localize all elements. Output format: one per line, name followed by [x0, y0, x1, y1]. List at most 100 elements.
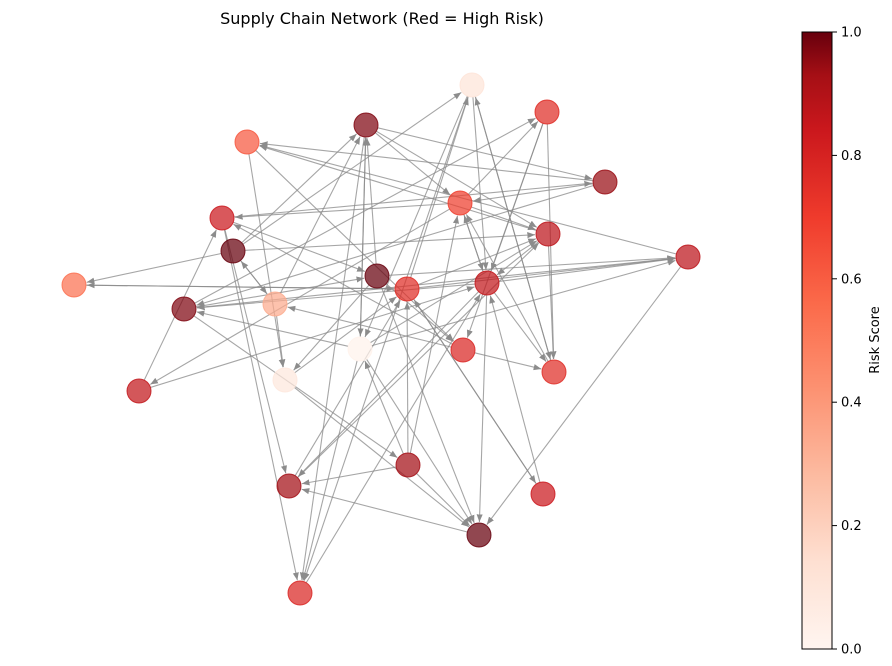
edge-arrow — [498, 256, 676, 283]
edge-arrow — [413, 299, 537, 485]
network-node — [272, 367, 298, 393]
colorbar-tick-label: 1.0 — [841, 26, 862, 41]
edge-arrow — [409, 215, 459, 454]
edge-arrow — [305, 293, 481, 584]
network-node — [447, 190, 473, 216]
edge-arrow — [472, 183, 594, 204]
network-node — [675, 244, 701, 270]
edge-arrow — [279, 136, 361, 294]
edge-arrow — [196, 283, 476, 311]
network-node — [234, 129, 260, 155]
edge-arrow — [377, 127, 593, 181]
edge-arrow — [86, 252, 222, 284]
edge-arrow — [297, 242, 540, 479]
network-node — [61, 272, 87, 298]
colorbar-tick-label: 0.6 — [841, 272, 862, 287]
network-node — [287, 580, 313, 606]
edge-arrow — [234, 203, 449, 220]
network-node — [353, 112, 379, 138]
edge-arrow — [490, 123, 544, 271]
edge-arrow — [259, 145, 537, 232]
edge-arrow — [223, 229, 299, 581]
edge-arrow — [241, 133, 357, 244]
edge-arrow — [410, 97, 469, 278]
edge-arrow — [299, 136, 365, 581]
edge-arrow — [294, 299, 401, 476]
edge-arrow — [404, 301, 411, 454]
edge-arrow — [493, 292, 547, 362]
network-node — [474, 270, 500, 296]
edge-arrow — [364, 95, 468, 338]
edge-arrow — [471, 206, 536, 231]
network-node — [459, 72, 485, 98]
edge-arrow — [193, 315, 398, 459]
network-node — [535, 221, 561, 247]
edge-arrow — [418, 256, 676, 289]
colorbar-gradient — [801, 31, 833, 650]
network-node — [450, 337, 476, 363]
edge-arrow — [224, 229, 287, 474]
edge-arrow — [486, 266, 682, 525]
edge-arrow — [547, 245, 557, 360]
node-layer — [61, 72, 701, 606]
edge-arrow — [416, 473, 471, 527]
edge-arrow — [376, 130, 538, 228]
edge-arrow — [293, 284, 370, 371]
network-node — [171, 296, 197, 322]
edge-arrow — [248, 153, 285, 368]
colorbar-tick-label: 0.2 — [841, 519, 862, 534]
edge-arrow — [233, 223, 453, 345]
edge-arrow — [369, 240, 538, 344]
edge-layer — [85, 91, 682, 584]
edge-arrow — [474, 97, 552, 361]
edge-arrow — [371, 259, 676, 347]
edge-arrow — [194, 117, 536, 304]
network-node — [395, 452, 421, 478]
colorbar-tick-label: 0.4 — [841, 396, 862, 411]
edge-arrow — [276, 315, 286, 368]
network-node — [592, 169, 618, 195]
edge-arrow — [287, 305, 452, 348]
edge-arrow — [359, 137, 369, 338]
edge-arrow — [465, 214, 549, 362]
edge-arrow — [259, 141, 594, 182]
edge-arrow — [472, 96, 489, 271]
edge-arrow — [364, 137, 377, 265]
edge-arrow — [301, 466, 397, 486]
edge-arrow — [196, 184, 594, 306]
network-node — [276, 473, 302, 499]
edge-arrow — [244, 232, 536, 251]
edge-arrow — [417, 238, 537, 286]
colorbar-label: Risk Score — [868, 306, 883, 374]
edge-arrow — [301, 360, 358, 581]
edge-arrow — [388, 255, 676, 276]
edge-arrow — [294, 296, 397, 374]
network-node — [466, 522, 492, 548]
colorbar-ticks: 0.0 0.2 0.4 0.6 0.8 1.0 — [832, 26, 862, 658]
edge-arrow — [467, 121, 539, 195]
edge-arrow — [242, 91, 462, 245]
edge-arrow — [85, 284, 395, 292]
network-node — [364, 263, 390, 289]
edge-arrow — [297, 291, 480, 478]
chart-title: Supply Chain Network (Red = High Risk) — [220, 9, 544, 28]
edge-arrow — [489, 295, 541, 483]
edge-arrow — [364, 360, 404, 455]
network-node — [220, 238, 246, 264]
edge-arrow — [301, 488, 468, 533]
network-node — [530, 481, 556, 507]
network-node — [541, 359, 567, 385]
colorbar-tick-label: 0.8 — [841, 149, 862, 164]
network-node — [534, 99, 560, 125]
edge-arrow — [463, 215, 484, 272]
network-node — [209, 205, 235, 231]
edge-arrow — [476, 294, 488, 523]
network-node — [262, 291, 288, 317]
network-node — [126, 378, 152, 404]
colorbar: 0.0 0.2 0.4 0.6 0.8 1.0 Risk Score — [801, 26, 883, 658]
network-node — [394, 276, 420, 302]
colorbar-tick-label: 0.0 — [841, 643, 862, 658]
edge-arrow — [196, 310, 349, 347]
edge-arrow — [366, 358, 473, 525]
